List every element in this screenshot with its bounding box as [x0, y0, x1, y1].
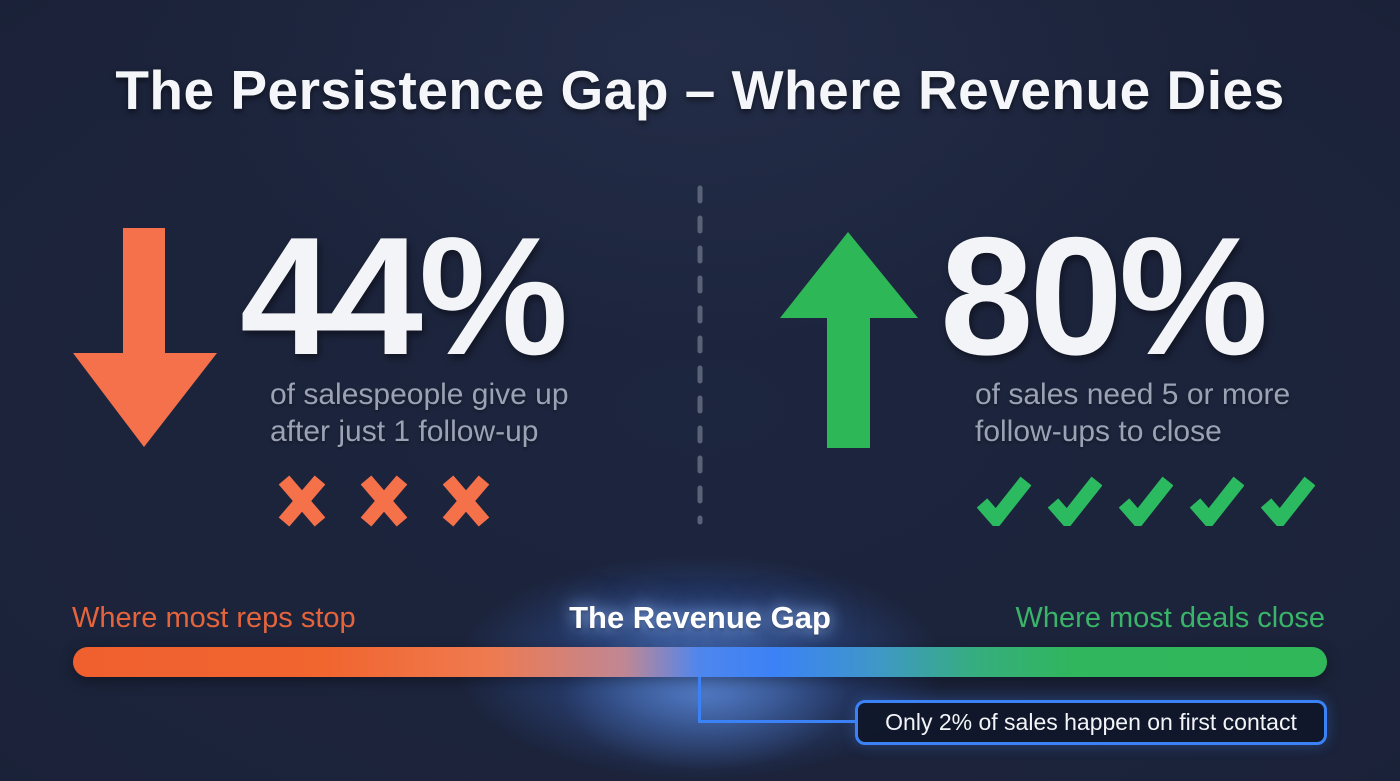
left-stat-caption: of salespeople give up after just 1 foll… [270, 376, 569, 450]
timeline-center-label: The Revenue Gap [569, 600, 831, 635]
timeline-left-label: Where most reps stop [72, 602, 356, 634]
x-marks-row [278, 471, 490, 536]
right-caption-line2: follow-ups to close [975, 415, 1222, 448]
x-icon [442, 471, 490, 536]
blue-glow-inner [560, 620, 850, 770]
x-icon [278, 471, 326, 536]
check-icon [1118, 474, 1174, 531]
callout-connector-horizontal [698, 720, 856, 723]
timeline-right-label: Where most deals close [1015, 602, 1325, 634]
check-icon [1260, 474, 1316, 531]
callout-connector-vertical [698, 677, 701, 723]
left-caption-line1: of salespeople give up [270, 378, 569, 411]
check-icon [1047, 474, 1103, 531]
down-arrow-icon [73, 228, 217, 452]
check-marks-row [976, 474, 1316, 531]
left-stat-value: 44% [240, 202, 568, 390]
up-arrow-icon [780, 232, 918, 453]
right-caption-line1: of sales need 5 or more [975, 378, 1291, 411]
page-title: The Persistence Gap – Where Revenue Dies [115, 59, 1285, 121]
check-icon [976, 474, 1032, 531]
callout-text: Only 2% of sales happen on first contact [885, 709, 1297, 735]
left-caption-line2: after just 1 follow-up [270, 415, 539, 448]
right-stat-value: 80% [940, 202, 1268, 390]
callout-box: Only 2% of sales happen on first contact [855, 700, 1327, 745]
gradient-spectrum-bar [73, 647, 1327, 677]
right-stat-caption: of sales need 5 or more follow-ups to cl… [975, 376, 1290, 450]
check-icon [1189, 474, 1245, 531]
x-icon [360, 471, 408, 536]
divider-dashed-line [697, 180, 703, 535]
